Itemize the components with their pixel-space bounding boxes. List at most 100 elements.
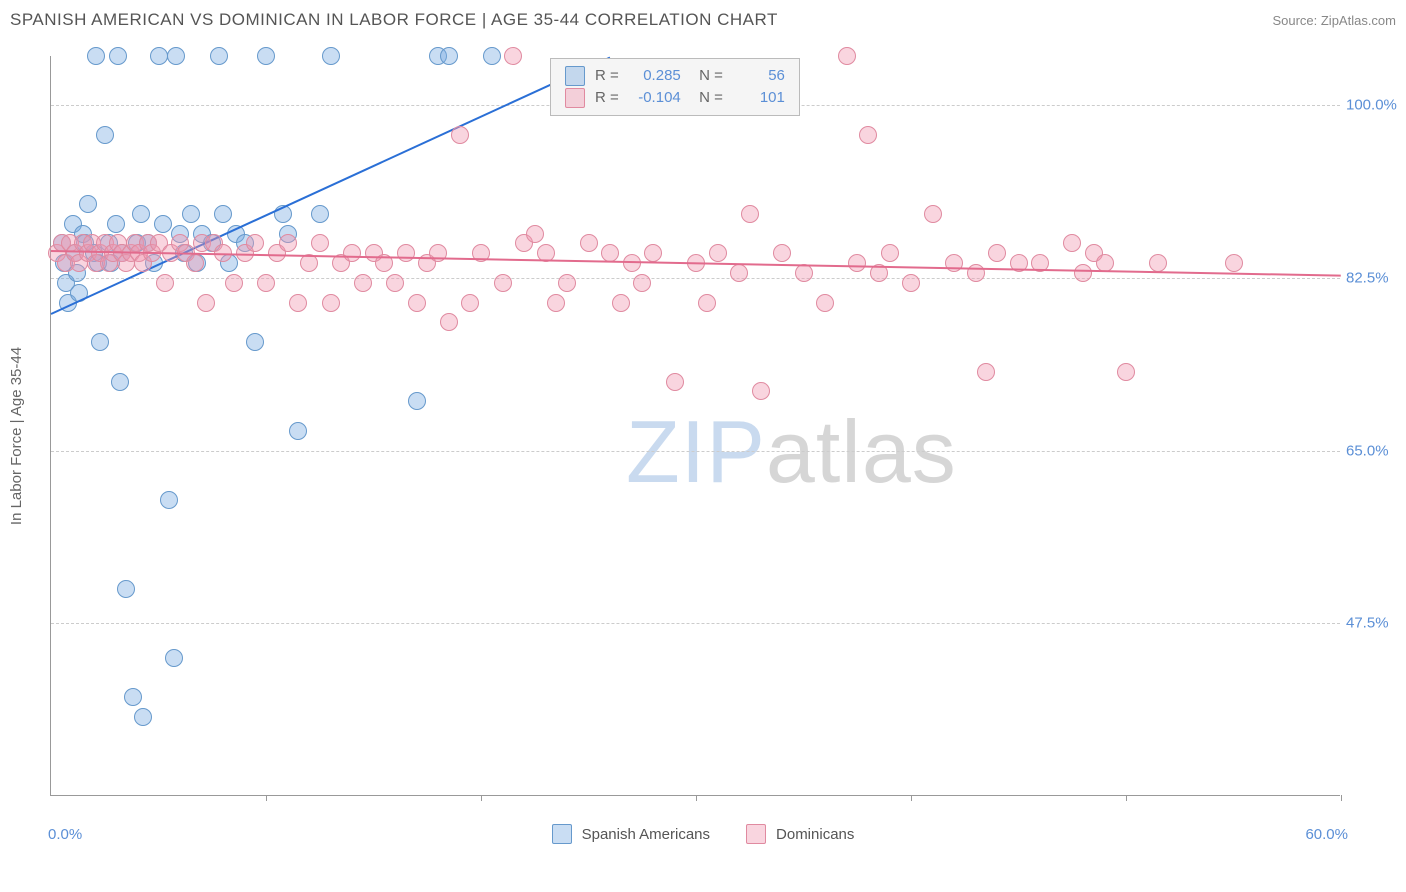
data-point-dominicans [741, 205, 759, 223]
data-point-dominicans [461, 294, 479, 312]
data-point-dominicans [386, 274, 404, 292]
legend-label: Spanish Americans [582, 826, 710, 843]
source-attribution: Source: ZipAtlas.com [1272, 13, 1396, 28]
data-point-spanish_americans [160, 491, 178, 509]
data-point-dominicans [343, 244, 361, 262]
x-tick [1126, 795, 1127, 801]
stat-n-value: 101 [733, 87, 785, 109]
data-point-dominicans [644, 244, 662, 262]
data-point-spanish_americans [210, 47, 228, 65]
data-point-spanish_americans [91, 333, 109, 351]
y-tick-label: 47.5% [1346, 615, 1389, 632]
data-point-dominicans [156, 274, 174, 292]
data-point-dominicans [773, 244, 791, 262]
y-tick-label: 82.5% [1346, 270, 1389, 287]
data-point-spanish_americans [182, 205, 200, 223]
x-tick [1341, 795, 1342, 801]
chart-title: SPANISH AMERICAN VS DOMINICAN IN LABOR F… [10, 10, 778, 30]
data-point-dominicans [945, 254, 963, 272]
data-point-dominicans [354, 274, 372, 292]
gridline [51, 623, 1340, 624]
data-point-dominicans [289, 294, 307, 312]
data-point-dominicans [1063, 234, 1081, 252]
data-point-dominicans [547, 294, 565, 312]
data-point-spanish_americans [165, 649, 183, 667]
data-point-dominicans [848, 254, 866, 272]
data-point-spanish_americans [214, 205, 232, 223]
data-point-spanish_americans [483, 47, 501, 65]
data-point-spanish_americans [257, 47, 275, 65]
data-point-dominicans [197, 294, 215, 312]
data-point-spanish_americans [134, 708, 152, 726]
y-tick-label: 100.0% [1346, 97, 1397, 114]
data-point-dominicans [558, 274, 576, 292]
legend-stat-row: R =-0.104 N =101 [565, 87, 785, 109]
series-legend: Spanish Americans Dominicans [10, 824, 1396, 844]
data-point-dominicans [838, 47, 856, 65]
data-point-dominicans [977, 363, 995, 381]
data-point-dominicans [633, 274, 651, 292]
gridline [51, 451, 1340, 452]
data-point-dominicans [397, 244, 415, 262]
data-point-dominicans [225, 274, 243, 292]
data-point-dominicans [504, 47, 522, 65]
data-point-dominicans [408, 294, 426, 312]
data-point-spanish_americans [311, 205, 329, 223]
stat-r-label: R = [595, 87, 619, 109]
data-point-dominicans [1225, 254, 1243, 272]
data-point-spanish_americans [150, 47, 168, 65]
x-tick [266, 795, 267, 801]
data-point-dominicans [698, 294, 716, 312]
legend-swatch [746, 824, 766, 844]
legend-stat-row: R =0.285 N =56 [565, 65, 785, 87]
x-tick [696, 795, 697, 801]
data-point-spanish_americans [289, 422, 307, 440]
data-point-dominicans [924, 205, 942, 223]
data-point-spanish_americans [167, 47, 185, 65]
data-point-dominicans [429, 244, 447, 262]
data-point-dominicans [612, 294, 630, 312]
x-tick [911, 795, 912, 801]
data-point-dominicans [988, 244, 1006, 262]
data-point-spanish_americans [107, 215, 125, 233]
stats-legend: R =0.285 N =56R =-0.104 N =101 [550, 58, 800, 116]
gridline [51, 278, 1340, 279]
stat-n-value: 56 [733, 65, 785, 87]
source-link[interactable]: ZipAtlas.com [1321, 13, 1396, 28]
data-point-dominicans [1074, 264, 1092, 282]
data-point-spanish_americans [154, 215, 172, 233]
legend-swatch [565, 66, 585, 86]
stat-r-value: 0.285 [629, 65, 681, 87]
stat-r-value: -0.104 [629, 87, 681, 109]
data-point-dominicans [709, 244, 727, 262]
data-point-dominicans [816, 294, 834, 312]
data-point-spanish_americans [79, 195, 97, 213]
data-point-dominicans [279, 234, 297, 252]
data-point-dominicans [902, 274, 920, 292]
legend-swatch [552, 824, 572, 844]
legend-item: Spanish Americans [552, 824, 710, 844]
data-point-dominicans [186, 254, 204, 272]
data-point-dominicans [730, 264, 748, 282]
data-point-dominicans [881, 244, 899, 262]
data-point-spanish_americans [117, 580, 135, 598]
trend-line-spanish_americans [51, 56, 611, 314]
y-tick-label: 65.0% [1346, 442, 1389, 459]
chart-header: SPANISH AMERICAN VS DOMINICAN IN LABOR F… [0, 0, 1406, 36]
data-point-spanish_americans [111, 373, 129, 391]
data-point-spanish_americans [109, 47, 127, 65]
plot-area: ZIPatlas 100.0%82.5%65.0%47.5% [50, 56, 1340, 796]
data-point-dominicans [580, 234, 598, 252]
data-point-dominicans [666, 373, 684, 391]
data-point-spanish_americans [132, 205, 150, 223]
data-point-dominicans [322, 294, 340, 312]
data-point-dominicans [246, 234, 264, 252]
data-point-dominicans [451, 126, 469, 144]
data-point-spanish_americans [87, 47, 105, 65]
legend-item: Dominicans [746, 824, 854, 844]
x-tick [481, 795, 482, 801]
data-point-dominicans [1117, 363, 1135, 381]
data-point-dominicans [257, 274, 275, 292]
watermark: ZIPatlas [626, 401, 957, 503]
data-point-dominicans [795, 264, 813, 282]
